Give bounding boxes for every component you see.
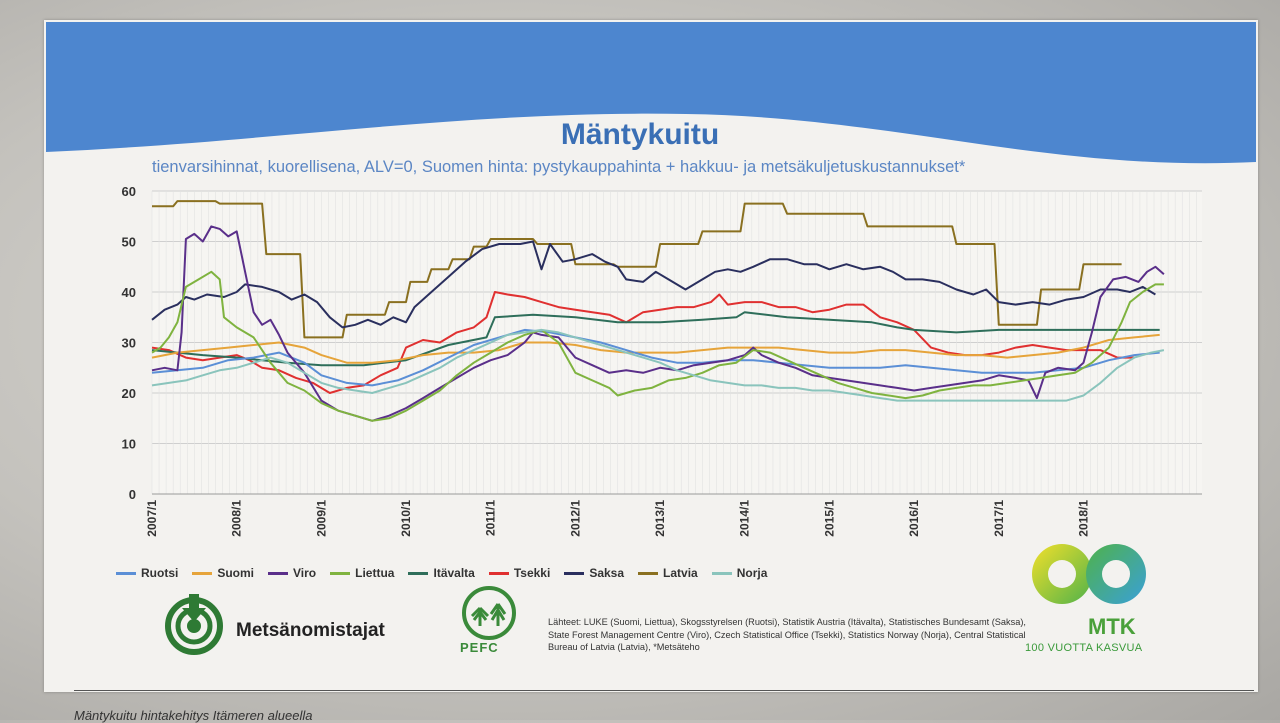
y-tick-label: 10 (122, 437, 136, 452)
legend-item-norja: Norja (711, 566, 768, 580)
x-tick-label: 2015/1 (822, 500, 836, 537)
series-lines (151, 200, 1165, 422)
legend-swatch (330, 571, 351, 575)
legend-item-liettua: Liettua (330, 566, 394, 580)
legend-swatch (408, 571, 429, 575)
x-tick-label: 2014/1 (738, 500, 752, 537)
mtk-text: MTK (1088, 614, 1136, 639)
grid-lines (151, 190, 1202, 495)
legend-label: Saksa (589, 566, 625, 580)
legend-label: Itävalta (433, 566, 475, 580)
legend-label: Suomi (217, 566, 255, 580)
y-tick-label: 20 (122, 386, 136, 401)
bottom-caption: Mäntykuitu hintakehitys Itämeren alueell… (74, 708, 313, 723)
series-line-norja (151, 328, 1165, 402)
chart-title: Mäntykuitu (560, 118, 720, 151)
x-tick-labels: 2007/1 2008/1 2009/1 2010/1 2011/1 2012/1 2013… (145, 500, 1090, 537)
sources-note: Lähteet: LUKE (Suomi, Liettua), Skogssty… (548, 617, 1026, 652)
legend-swatch (711, 571, 732, 575)
y-tick-label: 50 (122, 235, 136, 250)
series-line-ruotsi (151, 328, 1160, 387)
legend-item-viro: Viro (268, 566, 316, 580)
legend-label: Viro (293, 566, 317, 580)
header-wave-band (46, 22, 1256, 164)
pefc-text: PEFC (460, 640, 499, 655)
series-line-saksa (151, 240, 1156, 329)
series-line-latvia (152, 200, 1122, 339)
legend-item-latvia: Latvia (638, 566, 698, 580)
series-line-suomi (151, 333, 1160, 364)
x-tick-label: 2009/1 (314, 500, 328, 537)
mtk-logo-icon (1032, 544, 1146, 604)
mtk-tagline: 100 VUOTTA KASVUA (1025, 642, 1143, 654)
legend-swatch (192, 571, 213, 575)
legend-swatch (564, 571, 585, 575)
pefc-logo-icon (462, 586, 516, 640)
band-shape (46, 22, 1256, 164)
x-tick-label: 2018/1 (1076, 500, 1090, 537)
metsanomistajat-logo-icon (165, 594, 223, 655)
y-tick-label: 40 (122, 285, 136, 300)
legend-item-itävalta: Itävalta (408, 566, 475, 580)
legend-label: Tsekki (513, 566, 551, 580)
legend-item-tsekki: Tsekki (488, 566, 551, 580)
series-line-liettua (151, 270, 1164, 422)
legend-label: Latvia (663, 566, 698, 580)
chart-subtitle: tienvarsihinnat, kuorellisena, ALV=0, Su… (152, 158, 966, 176)
x-tick-label: 2011/1 (484, 500, 498, 536)
y-tick-label: 60 (122, 184, 136, 199)
x-tick-label: 2007/1 (145, 500, 159, 537)
chart-legend: Ruotsi Suomi Viro Liettua Itävalta Tsekki Saks… (116, 566, 781, 580)
y-tick-label: 30 (122, 336, 136, 351)
x-tick-label: 2016/1 (907, 500, 921, 537)
legend-label: Norja (736, 566, 768, 580)
legend-swatch (488, 571, 509, 575)
y-tick-labels: 0 10 20 30 40 50 60 (122, 184, 136, 502)
legend-swatch (268, 571, 289, 575)
series-line-viro (151, 225, 1165, 422)
x-tick-label: 2008/1 (230, 500, 244, 537)
legend-item-suomi: Suomi (192, 566, 254, 580)
legend-label: Ruotsi (141, 566, 179, 580)
x-tick-label: 2012/1 (568, 500, 582, 537)
legend-item-saksa: Saksa (564, 566, 624, 580)
legend-swatch (638, 571, 659, 575)
metsanomistajat-text: Metsänomistajat (236, 620, 385, 641)
x-tick-label: 2017/1 (992, 500, 1006, 537)
legend-label: Liettua (355, 566, 395, 580)
x-tick-label: 2010/1 (399, 500, 413, 537)
legend-item-ruotsi: Ruotsi (116, 566, 178, 580)
y-tick-label: 0 (129, 487, 136, 502)
legend-swatch (116, 571, 136, 575)
x-tick-label: 2013/1 (653, 500, 667, 537)
footer-divider (74, 690, 1254, 691)
